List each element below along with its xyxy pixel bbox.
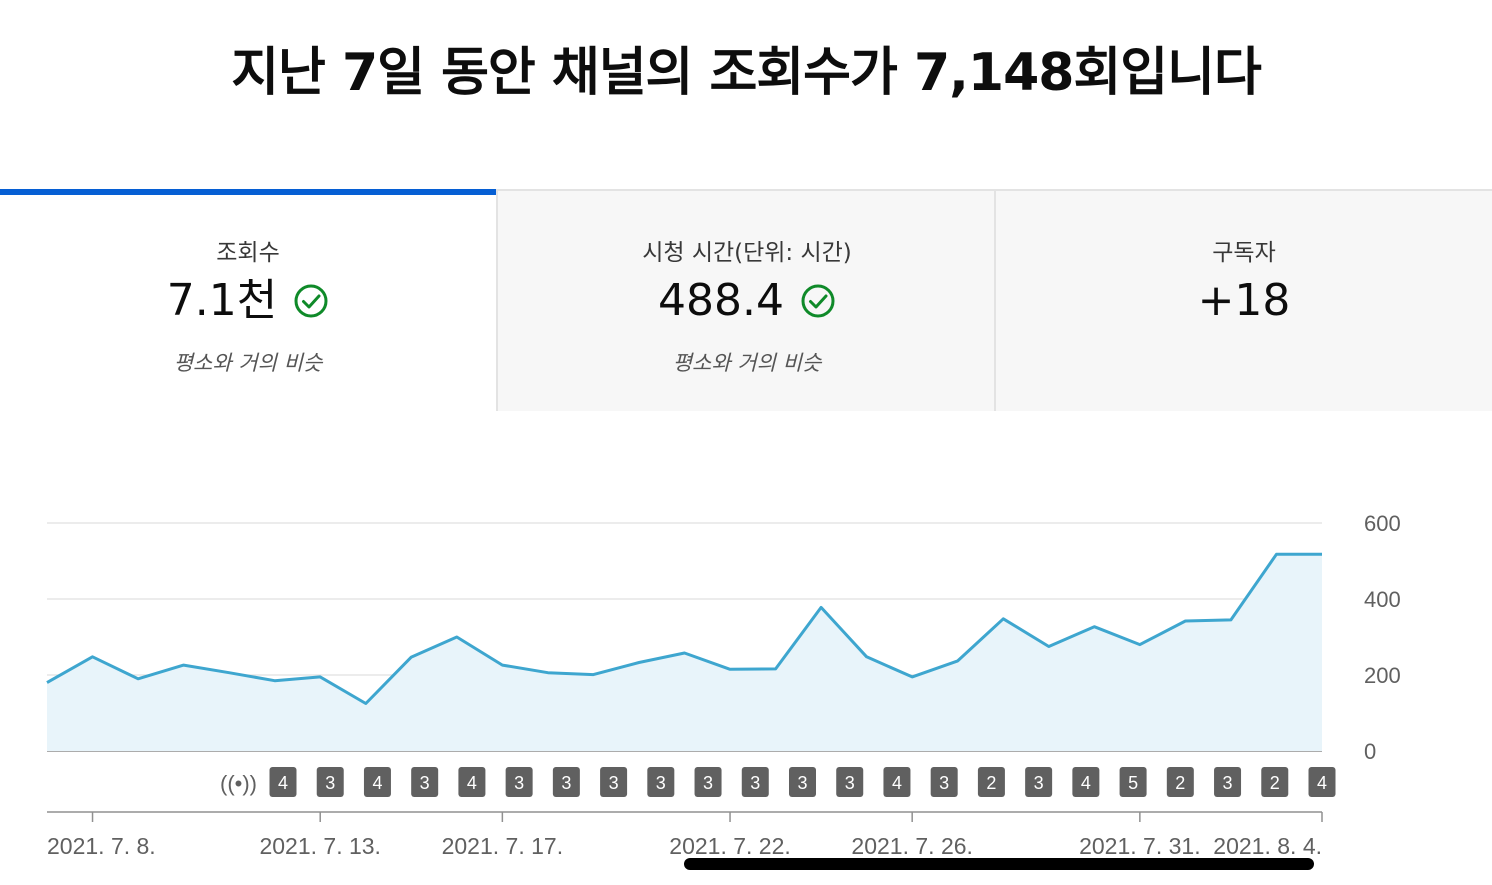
svg-text:3: 3 <box>1223 773 1233 793</box>
upload-marker[interactable]: 2 <box>1261 767 1289 797</box>
svg-text:4: 4 <box>372 773 382 793</box>
upload-marker[interactable]: 3 <box>552 767 580 797</box>
svg-text:4: 4 <box>892 773 902 793</box>
upload-marker[interactable]: 3 <box>316 767 344 797</box>
tab-label: 구독자 <box>1212 240 1276 266</box>
x-tick-label: 2021. 7. 8. <box>47 833 156 859</box>
upload-marker[interactable]: 4 <box>458 767 486 797</box>
upload-marker[interactable]: 3 <box>600 767 628 797</box>
upload-marker[interactable]: 3 <box>694 767 722 797</box>
x-axis: 2021. 7. 8. 2021. 7. 13. 2021. 7. 17. 2021.… <box>47 811 1323 859</box>
upload-marker[interactable]: 4 <box>883 767 911 797</box>
tab-label: 시청 시간(단위: 시간) <box>642 240 852 266</box>
tab-views[interactable]: 조회수 7.1천 평소와 거의 비슷 <box>0 189 496 411</box>
upload-marker[interactable]: 3 <box>411 767 439 797</box>
svg-text:4: 4 <box>278 773 288 793</box>
comparison-note: 평소와 거의 비슷 <box>173 351 323 375</box>
upload-marker[interactable]: 2 <box>1166 767 1194 797</box>
y-tick-label: 600 <box>1364 511 1401 536</box>
svg-text:2: 2 <box>986 773 996 793</box>
upload-marker[interactable]: 3 <box>836 767 864 797</box>
upload-marker[interactable]: 2 <box>977 767 1005 797</box>
x-tick-label: 2021. 8. 4. <box>1213 833 1322 859</box>
svg-text:3: 3 <box>845 773 855 793</box>
chart-area-fill <box>47 554 1322 751</box>
upload-marker[interactable]: 3 <box>741 767 769 797</box>
page-title: 지난 7일 동안 채널의 조회수가 7,148회입니다 <box>231 43 1262 103</box>
svg-text:3: 3 <box>656 773 666 793</box>
svg-text:4: 4 <box>467 773 477 793</box>
svg-text:3: 3 <box>797 773 807 793</box>
svg-text:3: 3 <box>750 773 760 793</box>
upload-marker[interactable]: 3 <box>647 767 675 797</box>
upload-marker[interactable]: 3 <box>789 767 816 797</box>
svg-text:4: 4 <box>1081 773 1091 793</box>
live-broadcast-icon[interactable]: ((•)) <box>220 771 257 796</box>
views-value: 7.1천 <box>166 275 278 326</box>
y-tick-label: 400 <box>1364 587 1401 612</box>
subscribers-value: +18 <box>1197 275 1291 326</box>
upload-marker[interactable]: 3 <box>1025 767 1053 797</box>
svg-text:3: 3 <box>703 773 713 793</box>
tab-watch-time[interactable]: 시청 시간(단위: 시간) 488.4 평소와 거의 비슷 <box>496 189 996 411</box>
svg-text:3: 3 <box>514 773 524 793</box>
check-circle-icon <box>294 284 328 318</box>
y-axis-labels: 0 200 400 600 <box>1364 511 1401 764</box>
upload-marker[interactable]: 4 <box>269 767 297 797</box>
x-tick-label: 2021. 7. 13. <box>259 833 381 859</box>
upload-marker[interactable]: 4 <box>1072 767 1100 797</box>
watch-time-value: 488.4 <box>658 275 784 326</box>
views-series-line <box>46 552 1322 705</box>
y-tick-label: 0 <box>1364 739 1376 764</box>
check-circle-icon <box>801 284 835 318</box>
svg-text:4: 4 <box>1317 773 1327 793</box>
y-tick-label: 200 <box>1364 663 1401 688</box>
x-tick-label: 2021. 7. 22. <box>669 833 791 859</box>
home-indicator <box>684 858 1314 870</box>
x-tick-label: 2021. 7. 26. <box>851 833 973 859</box>
upload-markers: ((•)) 4 3 4 3 4 3 3 3 3 3 3 3 3 4 3 2 3 4 5 2 3 2 4 <box>220 767 1336 797</box>
tab-value-row: 7.1천 <box>0 273 496 329</box>
svg-text:3: 3 <box>420 773 430 793</box>
svg-text:3: 3 <box>325 773 335 793</box>
upload-marker[interactable]: 3 <box>1214 767 1242 797</box>
svg-text:3: 3 <box>609 773 619 793</box>
tab-value-row: 488.4 <box>498 273 996 329</box>
svg-text:3: 3 <box>1034 773 1044 793</box>
upload-marker[interactable]: 4 <box>1308 767 1336 797</box>
metric-tabs: 조회수 7.1천 평소와 거의 비슷 시청 시간(단위: 시간) 488.4 평… <box>0 189 1492 411</box>
svg-text:5: 5 <box>1128 773 1138 793</box>
x-tick-label: 2021. 7. 31. <box>1079 833 1201 859</box>
upload-marker[interactable]: 3 <box>505 767 533 797</box>
svg-text:3: 3 <box>561 773 571 793</box>
upload-marker[interactable]: 4 <box>363 767 391 797</box>
tab-label: 조회수 <box>216 240 280 266</box>
upload-marker[interactable]: 3 <box>930 767 958 797</box>
svg-text:2: 2 <box>1175 773 1185 793</box>
tab-subscribers[interactable]: 구독자 +18 <box>994 189 1492 411</box>
comparison-note: 평소와 거의 비슷 <box>672 351 822 375</box>
svg-text:2: 2 <box>1270 773 1280 793</box>
x-tick-label: 2021. 7. 17. <box>442 833 564 859</box>
upload-marker[interactable]: 5 <box>1119 767 1147 797</box>
tab-value-row: +18 <box>996 273 1492 329</box>
svg-text:3: 3 <box>939 773 949 793</box>
